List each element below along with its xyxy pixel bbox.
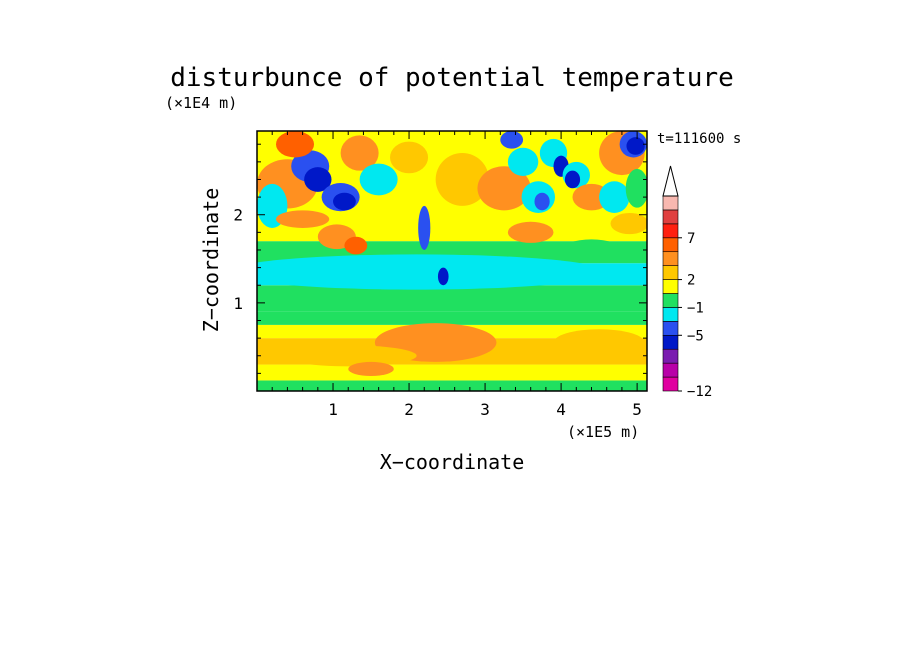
- chart-title: disturbunce of potential temperature: [170, 63, 734, 93]
- field-feature: [340, 135, 379, 171]
- plot-frame: [256, 130, 648, 392]
- x-axis-label: X−coordinate: [380, 450, 525, 474]
- x-tick-label: 2: [404, 400, 414, 419]
- field-feature: [390, 141, 429, 174]
- field-feature: [276, 210, 330, 228]
- field-feature: [437, 267, 449, 286]
- field-feature: [418, 205, 431, 250]
- field-feature: [304, 167, 332, 192]
- colorbar-swatch: [662, 334, 679, 350]
- field-feature: [477, 166, 531, 211]
- colorbar-extend-arrow: [662, 165, 679, 197]
- colorbar-swatch: [662, 195, 679, 211]
- field-feature: [507, 221, 554, 243]
- colorbar-swatch: [662, 209, 679, 225]
- colorbar-swatch: [662, 251, 679, 266]
- y-axis-label: Z−coordinate: [199, 188, 223, 333]
- field-feature: [257, 254, 607, 290]
- y-unit-label: (×1E4 m): [165, 94, 237, 112]
- x-unit-label: (×1E5 m): [567, 423, 639, 441]
- contour-field: [257, 131, 647, 391]
- plot-axes: 1 2 3 4 5 1 2: [233, 130, 648, 419]
- y-tick-label: 2: [233, 206, 243, 225]
- colorbar-label: 2: [687, 273, 695, 289]
- field-feature: [564, 170, 581, 189]
- x-tick-label: 1: [328, 400, 338, 419]
- field-feature: [279, 345, 417, 367]
- field-feature: [626, 137, 645, 155]
- field-band: [257, 364, 647, 381]
- x-tick-label: 5: [632, 400, 642, 419]
- field-feature: [599, 181, 630, 213]
- field-feature: [435, 153, 489, 206]
- colorbar-swatch: [662, 237, 679, 253]
- field-feature: [500, 131, 524, 149]
- field-feature: [625, 168, 647, 208]
- field-feature: [359, 163, 398, 196]
- field-feature: [348, 361, 394, 377]
- y-tick-label: 1: [233, 294, 243, 313]
- colorbar-label: 7: [687, 231, 695, 247]
- colorbar-label: −5: [687, 328, 704, 344]
- colorbar-swatch: [662, 376, 679, 392]
- field-feature: [553, 329, 645, 356]
- x-tick-label: 3: [480, 400, 490, 419]
- field-feature: [507, 147, 539, 176]
- colorbar-swatch: [662, 293, 679, 308]
- colorbar-label: −1: [687, 300, 704, 316]
- colorbar-swatch: [662, 265, 679, 280]
- colorbar-swatch: [662, 223, 679, 239]
- colorbar-swatch: [662, 321, 679, 336]
- field-feature: [344, 236, 368, 255]
- x-tick-label: 4: [556, 400, 566, 419]
- field-band: [257, 311, 647, 325]
- field-feature: [561, 239, 622, 261]
- field-band: [257, 285, 647, 312]
- colorbar: −12−5−127: [662, 165, 712, 400]
- colorbar-swatch: [662, 362, 679, 378]
- field-feature: [610, 212, 647, 235]
- time-label: t=111600 s: [657, 131, 741, 147]
- colorbar-swatch: [662, 279, 679, 294]
- field-feature: [333, 192, 356, 211]
- colorbar-label: −12: [687, 384, 712, 400]
- colorbar-swatch: [662, 307, 679, 322]
- field-band: [257, 380, 647, 391]
- field-feature: [534, 192, 550, 211]
- colorbar-swatch: [662, 348, 679, 364]
- field-feature: [276, 131, 315, 158]
